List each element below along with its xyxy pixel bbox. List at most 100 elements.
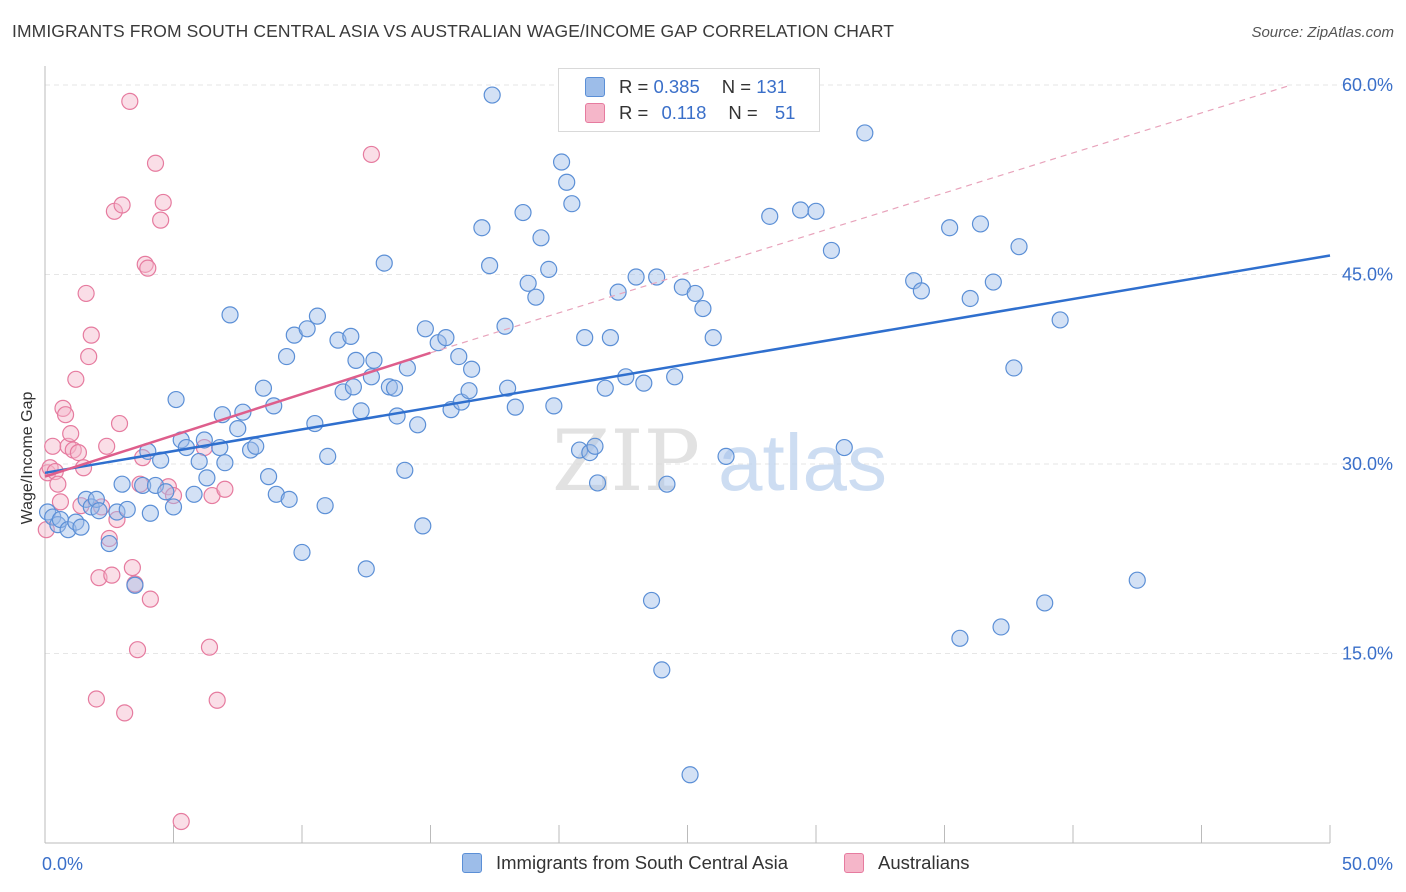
south-central-asia-point[interactable] (717, 447, 735, 465)
australians-point[interactable] (172, 812, 190, 831)
south-central-asia-point[interactable] (496, 317, 514, 335)
south-central-asia-point[interactable] (141, 504, 159, 522)
south-central-asia-point[interactable] (319, 447, 337, 465)
south-central-asia-point[interactable] (254, 379, 273, 397)
australians-point[interactable] (141, 590, 159, 608)
australians-point[interactable] (87, 690, 106, 708)
south-central-asia-point[interactable] (365, 351, 383, 369)
source-label[interactable]: Source: ZipAtlas.com (1251, 24, 1394, 41)
south-central-asia-point[interactable] (686, 284, 704, 303)
south-central-asia-point[interactable] (277, 347, 296, 366)
south-central-asia-point[interactable] (1036, 594, 1054, 612)
south-central-asia-point[interactable] (704, 329, 722, 347)
south-central-asia-point[interactable] (514, 203, 532, 222)
australians-point[interactable] (100, 529, 118, 548)
australians-point[interactable] (123, 558, 141, 577)
south-central-asia-point[interactable] (100, 534, 118, 553)
south-central-asia-point[interactable] (113, 475, 131, 493)
legend-item-australians[interactable]: Australians (844, 852, 970, 874)
australians-point[interactable] (51, 493, 70, 511)
south-central-asia-point[interactable] (198, 469, 216, 487)
south-central-asia-point[interactable] (108, 503, 126, 521)
australians-point[interactable] (98, 437, 116, 455)
australians-point[interactable] (154, 193, 172, 212)
south-central-asia-point[interactable] (414, 517, 432, 535)
australians-point[interactable] (90, 569, 108, 587)
australians-point[interactable] (82, 326, 100, 344)
south-central-asia-point[interactable] (912, 282, 930, 300)
south-central-asia-point[interactable] (1128, 571, 1146, 589)
australians-point[interactable] (152, 211, 170, 229)
australians-point[interactable] (77, 284, 95, 303)
south-central-asia-point[interactable] (681, 766, 699, 784)
south-central-asia-point[interactable] (216, 454, 234, 472)
australians-point[interactable] (121, 92, 139, 110)
south-central-asia-point[interactable] (357, 560, 375, 578)
south-central-asia-point[interactable] (344, 378, 362, 396)
south-central-asia-point[interactable] (167, 390, 185, 409)
south-central-asia-point[interactable] (347, 351, 365, 369)
south-central-asia-point[interactable] (627, 268, 645, 286)
south-central-asia-point[interactable] (385, 379, 404, 397)
south-central-asia-point[interactable] (416, 320, 434, 338)
south-central-asia-point[interactable] (185, 485, 203, 503)
south-central-asia-point[interactable] (658, 475, 676, 493)
australians-point[interactable] (116, 704, 134, 722)
australians-point[interactable] (216, 480, 234, 498)
south-central-asia-point[interactable] (450, 347, 468, 366)
south-central-asia-point[interactable] (791, 201, 810, 219)
south-central-asia-point[interactable] (38, 503, 57, 521)
south-central-asia-point[interactable] (506, 398, 524, 416)
south-central-asia-point[interactable] (941, 219, 959, 237)
australians-point[interactable] (44, 437, 62, 455)
south-central-asia-point[interactable] (552, 153, 571, 171)
south-central-asia-point[interactable] (190, 452, 208, 471)
south-central-asia-point[interactable] (118, 500, 136, 519)
south-central-asia-point[interactable] (588, 474, 607, 492)
south-central-asia-point[interactable] (316, 497, 334, 515)
south-central-asia-point[interactable] (409, 416, 427, 434)
south-central-asia-point[interactable] (642, 591, 661, 610)
south-central-asia-point[interactable] (134, 476, 152, 495)
australians-point[interactable] (128, 641, 147, 659)
south-central-asia-point[interactable] (807, 202, 825, 220)
south-central-asia-point[interactable] (221, 306, 239, 324)
south-central-asia-point[interactable] (666, 368, 684, 386)
south-central-asia-point[interactable] (601, 329, 620, 347)
south-central-asia-point[interactable] (856, 124, 874, 142)
south-central-asia-point[interactable] (473, 219, 491, 237)
south-central-asia-point[interactable] (146, 476, 165, 495)
south-central-asia-point[interactable] (342, 327, 360, 345)
australians-point[interactable] (146, 154, 165, 172)
south-central-asia-point[interactable] (586, 437, 604, 455)
south-central-asia-point[interactable] (90, 502, 108, 520)
south-central-asia-point[interactable] (596, 379, 614, 397)
australians-point[interactable] (56, 406, 75, 424)
south-central-asia-point[interactable] (437, 329, 455, 347)
south-central-asia-point[interactable] (1010, 238, 1028, 256)
south-central-asia-point[interactable] (822, 241, 841, 260)
australians-point[interactable] (110, 414, 129, 433)
australians-point[interactable] (67, 370, 85, 388)
south-central-asia-point[interactable] (164, 498, 183, 516)
south-central-asia-point[interactable] (352, 402, 370, 420)
south-central-asia-point[interactable] (126, 576, 144, 594)
south-central-asia-point[interactable] (157, 483, 175, 501)
south-central-asia-point[interactable] (396, 461, 414, 479)
australians-point[interactable] (80, 347, 98, 366)
south-central-asia-point[interactable] (545, 397, 563, 415)
south-central-asia-point[interactable] (67, 513, 85, 531)
south-central-asia-point[interactable] (527, 288, 545, 306)
south-central-asia-point[interactable] (460, 382, 478, 400)
south-central-asia-point[interactable] (308, 307, 327, 325)
south-central-asia-point[interactable] (835, 438, 853, 457)
south-central-asia-point[interactable] (229, 420, 247, 438)
australians-point[interactable] (362, 145, 380, 164)
australians-point[interactable] (139, 259, 157, 277)
south-central-asia-point[interactable] (519, 274, 537, 292)
south-central-asia-point[interactable] (72, 518, 90, 536)
south-central-asia-point[interactable] (267, 485, 285, 503)
south-central-asia-point[interactable] (298, 320, 316, 338)
south-central-asia-point[interactable] (463, 360, 481, 378)
south-central-asia-point[interactable] (329, 331, 347, 349)
